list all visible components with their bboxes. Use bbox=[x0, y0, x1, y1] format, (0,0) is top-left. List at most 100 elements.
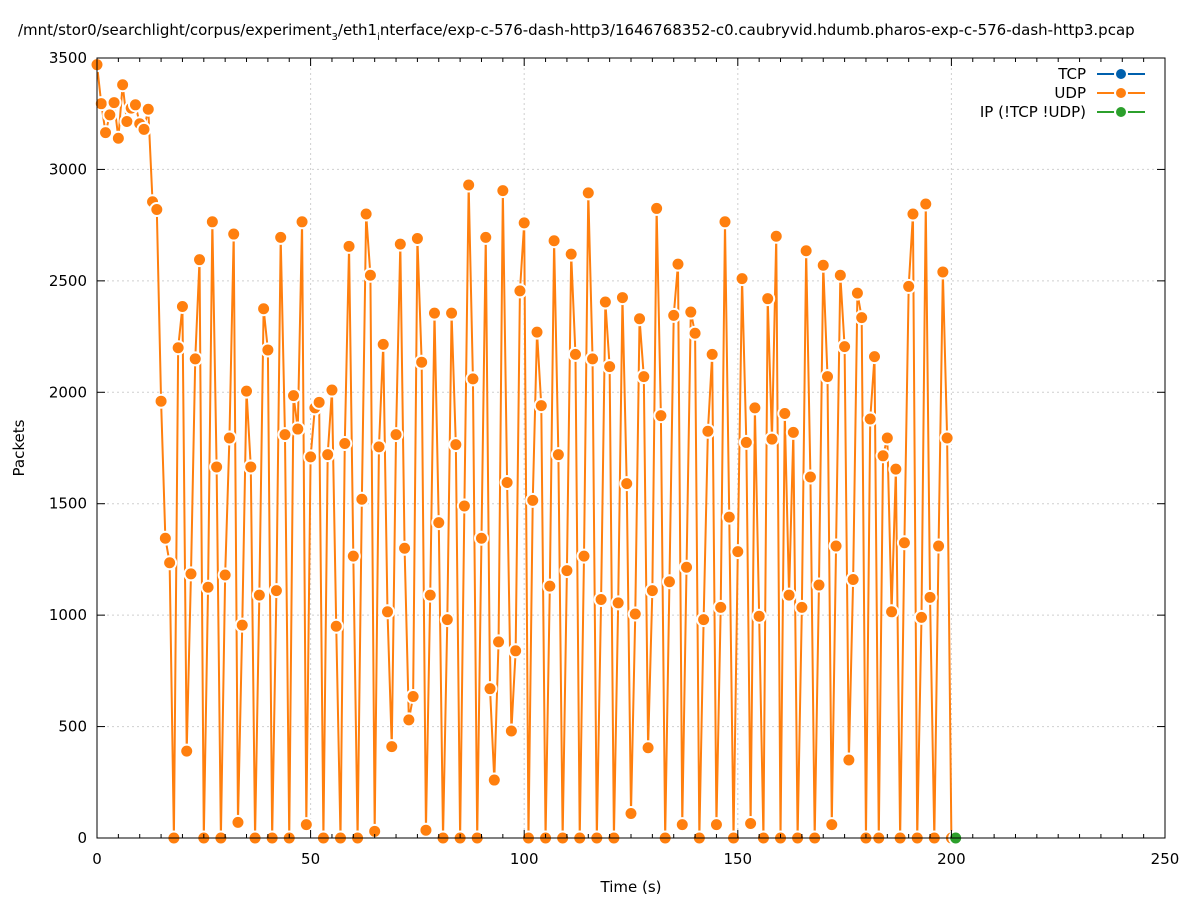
data-point bbox=[614, 290, 630, 306]
y-tick-label: 2500 bbox=[49, 272, 87, 290]
y-tick-label: 2000 bbox=[49, 383, 87, 401]
series-line bbox=[96, 64, 953, 839]
data-point bbox=[576, 548, 592, 564]
data-point bbox=[362, 267, 378, 283]
data-point bbox=[781, 587, 797, 603]
data-point bbox=[896, 535, 912, 551]
data-point bbox=[243, 459, 259, 475]
data-point bbox=[461, 177, 477, 193]
legend-label: TCP bbox=[1057, 65, 1086, 83]
data-point bbox=[162, 555, 178, 571]
data-point bbox=[820, 369, 836, 385]
data-point bbox=[764, 431, 780, 447]
data-point bbox=[375, 336, 391, 352]
data-point bbox=[379, 604, 395, 620]
data-point bbox=[426, 305, 442, 321]
data-point bbox=[751, 608, 767, 624]
data-point bbox=[106, 95, 122, 111]
data-point bbox=[649, 200, 665, 216]
data-point bbox=[482, 681, 498, 697]
data-point bbox=[439, 612, 455, 628]
data-point bbox=[679, 559, 695, 575]
y-tick-label: 1000 bbox=[49, 606, 87, 624]
x-tick-label: 250 bbox=[1151, 850, 1180, 868]
data-point bbox=[867, 349, 883, 365]
data-point bbox=[136, 121, 152, 137]
data-point bbox=[875, 448, 891, 464]
data-point bbox=[401, 712, 417, 728]
data-point bbox=[845, 571, 861, 587]
data-point bbox=[533, 398, 549, 414]
data-point bbox=[486, 772, 502, 788]
data-point bbox=[303, 449, 319, 465]
data-point bbox=[431, 515, 447, 531]
data-point bbox=[298, 817, 314, 833]
data-point bbox=[495, 183, 511, 199]
data-point bbox=[632, 311, 648, 327]
data-point bbox=[743, 816, 759, 832]
data-point bbox=[802, 469, 818, 485]
data-point bbox=[217, 567, 233, 583]
data-point bbox=[610, 595, 626, 611]
x-tick-label: 0 bbox=[92, 850, 102, 868]
data-point bbox=[328, 618, 344, 634]
data-point bbox=[157, 530, 173, 546]
data-point bbox=[879, 430, 895, 446]
data-point bbox=[345, 548, 361, 564]
data-point bbox=[567, 346, 583, 362]
data-point bbox=[644, 583, 660, 599]
data-point bbox=[388, 427, 404, 443]
data-point bbox=[696, 612, 712, 628]
data-point bbox=[234, 617, 250, 633]
data-point bbox=[619, 476, 635, 492]
chart-title: /mnt/stor0/searchlight/corpus/experiment… bbox=[18, 21, 1135, 43]
data-point bbox=[153, 393, 169, 409]
data-point bbox=[465, 371, 481, 387]
data-point bbox=[226, 226, 242, 242]
data-point bbox=[179, 743, 195, 759]
y-tick-label: 3500 bbox=[49, 49, 87, 67]
data-point bbox=[623, 805, 639, 821]
data-point bbox=[884, 604, 900, 620]
data-point bbox=[640, 740, 656, 756]
data-point bbox=[935, 264, 951, 280]
axes: 0 50 100 150 200 2500500100015002000250030003… bbox=[49, 49, 1180, 868]
x-tick-label: 150 bbox=[723, 850, 752, 868]
data-point bbox=[320, 447, 336, 463]
data-point bbox=[734, 271, 750, 287]
data-point bbox=[794, 599, 810, 615]
x-tick-label: 100 bbox=[510, 850, 539, 868]
data-point bbox=[273, 229, 289, 245]
data-point bbox=[674, 817, 690, 833]
data-point bbox=[849, 285, 865, 301]
data-point bbox=[337, 436, 353, 452]
data-point bbox=[563, 246, 579, 262]
data-point bbox=[516, 215, 532, 231]
data-point bbox=[174, 298, 190, 314]
y-axis-label: Packets bbox=[10, 419, 28, 476]
x-axis-label: Time (s) bbox=[600, 878, 662, 896]
data-point bbox=[473, 530, 489, 546]
data-point bbox=[397, 540, 413, 556]
data-point bbox=[905, 206, 921, 222]
data-point bbox=[832, 267, 848, 283]
data-point bbox=[666, 307, 682, 323]
data-point bbox=[221, 430, 237, 446]
legend-marker bbox=[1114, 105, 1128, 119]
data-point bbox=[597, 294, 613, 310]
data-point bbox=[760, 291, 776, 307]
data-point bbox=[414, 354, 430, 370]
data-point bbox=[268, 583, 284, 599]
data-point bbox=[290, 421, 306, 437]
data-point bbox=[785, 424, 801, 440]
data-point bbox=[798, 243, 814, 259]
data-point bbox=[341, 238, 357, 254]
data-point bbox=[230, 814, 246, 830]
data-point bbox=[187, 351, 203, 367]
data-point bbox=[918, 196, 934, 212]
chart-title-sub: 3 bbox=[332, 32, 338, 43]
data-point bbox=[409, 231, 425, 247]
data-point bbox=[550, 447, 566, 463]
